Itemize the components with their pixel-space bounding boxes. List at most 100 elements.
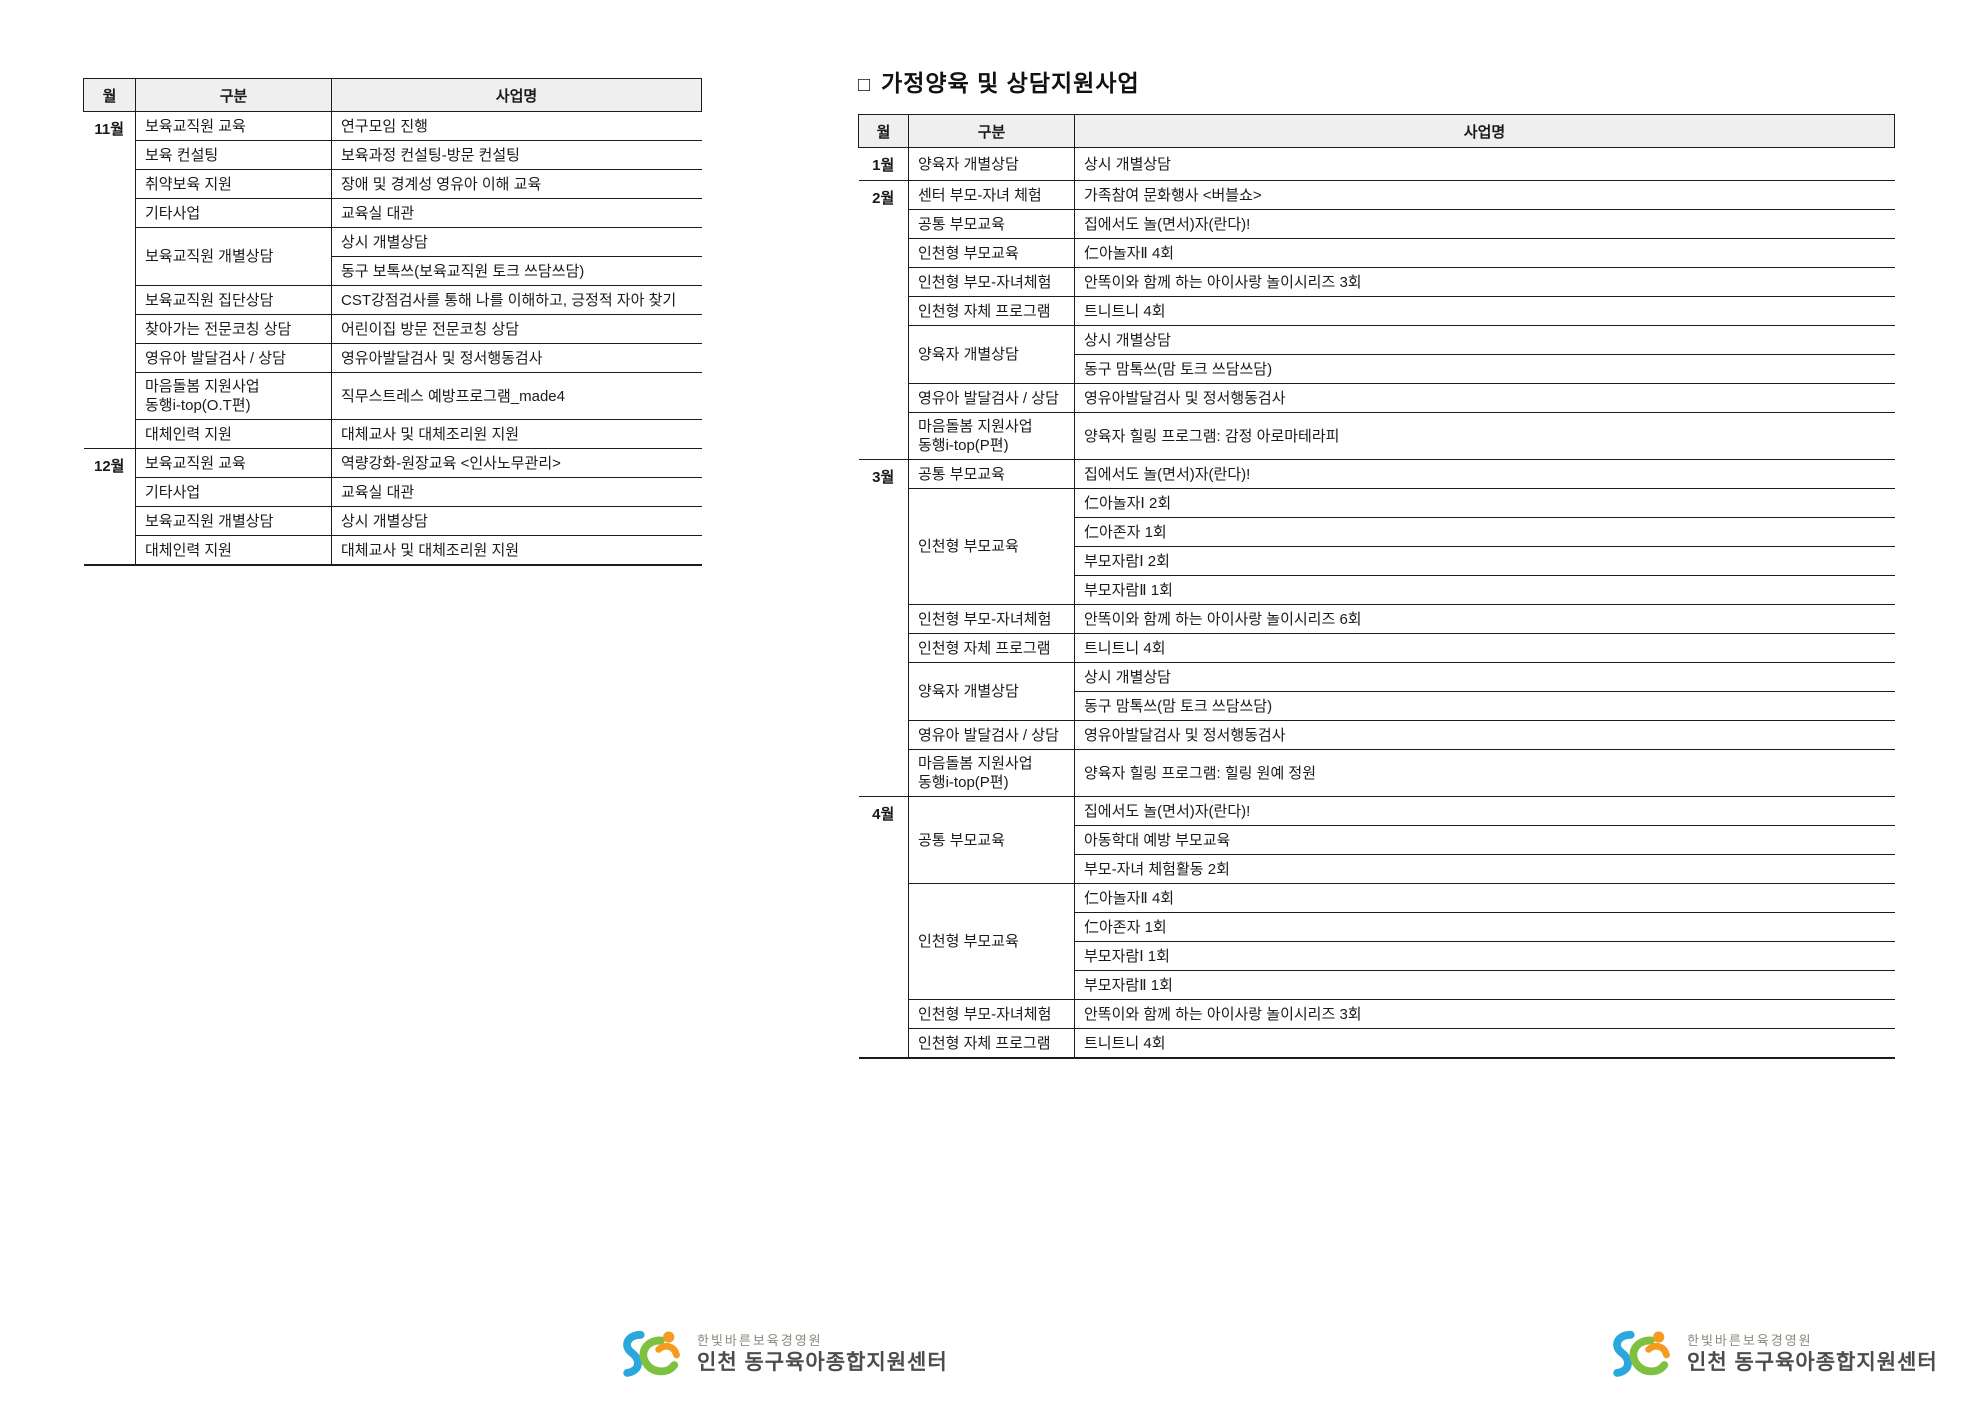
- table-row: 12월 보육교직원 교육 역량강화-원장교육 <인사노무관리>: [83, 448, 702, 566]
- table-row: 인천형 자체 프로그램 트니트니 4회: [859, 296, 1895, 326]
- org-parent-name: 한빛바른보육경영원: [697, 1333, 823, 1349]
- category-cell: 기타사업: [135, 198, 332, 228]
- org-parent-name: 한빛바른보육경영원: [1687, 1333, 1813, 1349]
- program-name-cell: 부모자람Ⅱ 1회: [1074, 575, 1895, 605]
- program-name-cell: 대체교사 및 대체조리원 지원: [331, 535, 702, 566]
- program-name-cell: 仁아놀자Ⅱ 4회: [1074, 238, 1895, 268]
- category-cell: 마음돌봄 지원사업 동행i-top(P편): [908, 749, 1075, 797]
- category-cell: 인천형 부모-자녀체험: [908, 604, 1075, 634]
- program-name-cell: 트니트니 4회: [1074, 1028, 1895, 1059]
- category-cell: 보육교직원 개별상담: [135, 227, 332, 286]
- month-cell: 3월: [858, 459, 909, 797]
- program-name-cell: 仁아놀자Ⅰ 2회: [1074, 488, 1895, 518]
- category-cell: 인천형 자체 프로그램: [908, 296, 1075, 326]
- month-cell: 12월: [83, 448, 136, 566]
- program-name-cell: CST강점검사를 통해 나를 이해하고, 긍정적 자아 찾기: [331, 285, 702, 315]
- column-header-program: 사업명: [331, 78, 702, 112]
- program-name-cell: 부모자람Ⅱ 1회: [1074, 970, 1895, 1000]
- category-cell: 인천형 부모교육: [908, 488, 1075, 605]
- section-title: □ 가정양육 및 상담지원사업: [858, 64, 1895, 98]
- table-row: 보육교직원 개별상담 상시 개별상담: [84, 506, 702, 536]
- program-name-cell: 가족참여 문화행사 <버블쇼>: [1074, 180, 1895, 210]
- section-title-text: 가정양육 및 상담지원사업: [881, 70, 1140, 96]
- category-cell: 보육교직원 교육: [135, 111, 332, 141]
- program-name-cell: 트니트니 4회: [1074, 296, 1895, 326]
- program-name-cell: 부모자람Ⅰ 2회: [1074, 546, 1895, 576]
- table-header-row: 월 구분 사업명: [858, 114, 1895, 148]
- table-row: 2월 센터 부모-자녀 체험 가족참여 문화행사 <버블쇼>: [858, 180, 1895, 460]
- table-row: 11월 보육교직원 교육 연구모임 진행: [83, 111, 702, 449]
- home-parenting-counseling-table: 월 구분 사업명 1월 양육자 개별상담 상시 개별상담 2월 센터 부모-자녀 체험 가…: [858, 114, 1895, 1059]
- month-cell: 2월: [858, 180, 909, 460]
- category-cell: 영유아 발달검사 / 상담: [135, 343, 332, 373]
- table-row: 대체인력 지원 대체교사 및 대체조리원 지원: [84, 419, 702, 449]
- program-name-cell: 상시 개별상담: [1074, 147, 1895, 181]
- category-cell: 영유아 발달검사 / 상담: [908, 383, 1075, 413]
- category-cell: 공통 부모교육: [908, 796, 1075, 884]
- table-row: 대체인력 지원 대체교사 및 대체조리원 지원: [84, 535, 702, 566]
- category-cell: 마음돌봄 지원사업 동행i-top(O.T편): [135, 372, 332, 420]
- category-cell: 대체인력 지원: [135, 419, 332, 449]
- program-name-cell: 트니트니 4회: [1074, 633, 1895, 663]
- table-row: 영유아 발달검사 / 상담 영유아발달검사 및 정서행동검사: [859, 720, 1895, 750]
- category-cell: 인천형 부모교육: [908, 238, 1075, 268]
- category-cell: 양육자 개별상담: [908, 147, 1075, 181]
- table-row: 부모자람Ⅱ 1회: [859, 575, 1895, 605]
- table-row: 마음돌봄 지원사업 동행i-top(P편) 양육자 힐링 프로그램: 힐링 원예 …: [859, 749, 1895, 797]
- table-row: 기타사업 교육실 대관: [84, 477, 702, 507]
- table-row: 仁아존자 1회: [859, 912, 1895, 942]
- table-row: 인천형 부모-자녀체험 안똑이와 함께 하는 아이사랑 놀이시리즈 6회: [859, 604, 1895, 634]
- program-name-cell: 仁아존자 1회: [1074, 912, 1895, 942]
- table-row: 찾아가는 전문코칭 상담 어린이집 방문 전문코칭 상담: [84, 314, 702, 344]
- childcare-staff-support-table-wrap: 월 구분 사업명 11월 보육교직원 교육 연구모임 진행 보육 컨설팅 보육과정 컨설…: [83, 78, 702, 566]
- column-header-category: 구분: [908, 114, 1075, 148]
- category-cell: 공통 부모교육: [908, 459, 1075, 489]
- month-cell: 11월: [83, 111, 136, 449]
- program-name-cell: 직무스트레스 예방프로그램_made4: [331, 372, 702, 420]
- program-name-cell: 보육과정 컨설팅-방문 컨설팅: [331, 140, 702, 170]
- category-cell: 보육 컨설팅: [135, 140, 332, 170]
- program-name-cell: 仁아놀자Ⅱ 4회: [1074, 883, 1895, 913]
- program-name-cell: 대체교사 및 대체조리원 지원: [331, 419, 702, 449]
- category-cell: 마음돌봄 지원사업 동행i-top(P편): [908, 412, 1075, 460]
- category-cell: 양육자 개별상담: [908, 662, 1075, 721]
- column-header-program: 사업명: [1074, 114, 1895, 148]
- program-name-cell: 역량강화-원장교육 <인사노무관리>: [331, 448, 702, 478]
- program-name-cell: 동구 맘톡쓰(맘 토크 쓰담쓰담): [1074, 691, 1895, 721]
- program-name-cell: 영유아발달검사 및 정서행동검사: [1074, 383, 1895, 413]
- childcare-staff-support-table: 월 구분 사업명 11월 보육교직원 교육 연구모임 진행 보육 컨설팅 보육과정 컨설…: [83, 78, 702, 566]
- table-row: 기타사업 교육실 대관: [84, 198, 702, 228]
- category-cell: 공통 부모교육: [908, 209, 1075, 239]
- org-center-name: 인천 동구육아종합지원센터: [1687, 1351, 1938, 1375]
- table-row: 인천형 자체 프로그램 트니트니 4회: [859, 1028, 1895, 1059]
- month-cell: 1월: [858, 147, 909, 181]
- table-row: 동구 맘톡쓰(맘 토크 쓰담쓰담): [859, 354, 1895, 384]
- table-row: 3월 공통 부모교육 집에서도 놀(면서)자(란다)!: [858, 459, 1895, 797]
- table-row: 영유아 발달검사 / 상담 영유아발달검사 및 정서행동검사: [84, 343, 702, 373]
- column-header-month: 월: [83, 78, 136, 112]
- table-row: 보육 컨설팅 보육과정 컨설팅-방문 컨설팅: [84, 140, 702, 170]
- program-name-cell: 영유아발달검사 및 정서행동검사: [1074, 720, 1895, 750]
- category-cell: 찾아가는 전문코칭 상담: [135, 314, 332, 344]
- program-name-cell: 아동학대 예방 부모교육: [1074, 825, 1895, 855]
- program-name-cell: 교육실 대관: [331, 477, 702, 507]
- column-header-month: 월: [858, 114, 909, 148]
- table-row: 부모자람Ⅰ 2회: [859, 546, 1895, 576]
- category-cell: 영유아 발달검사 / 상담: [908, 720, 1075, 750]
- program-name-cell: 집에서도 놀(면서)자(란다)!: [1074, 209, 1895, 239]
- table-row: 인천형 부모교육 仁아놀자Ⅱ 4회: [859, 238, 1895, 268]
- table-row: 인천형 부모교육 仁아놀자Ⅱ 4회: [859, 883, 1895, 1000]
- program-name-cell: 안똑이와 함께 하는 아이사랑 놀이시리즈 3회: [1074, 267, 1895, 297]
- category-cell: 보육교직원 개별상담: [135, 506, 332, 536]
- table-row: 공통 부모교육 집에서도 놀(면서)자(란다)!: [859, 209, 1895, 239]
- category-cell: 취약보육 지원: [135, 169, 332, 199]
- table-row: 마음돌봄 지원사업 동행i-top(P편) 양육자 힐링 프로그램: 감정 아로마…: [859, 412, 1895, 460]
- category-cell: 센터 부모-자녀 체험: [908, 180, 1075, 210]
- program-name-cell: 상시 개별상담: [1074, 662, 1895, 692]
- category-cell: 보육교직원 집단상담: [135, 285, 332, 315]
- program-name-cell: 부모자람Ⅰ 1회: [1074, 941, 1895, 971]
- table-row: 4월 공통 부모교육 집에서도 놀(면서)자(란다)!: [858, 796, 1895, 1059]
- org-center-name: 인천 동구육아종합지원센터: [697, 1351, 948, 1375]
- program-name-cell: 안똑이와 함께 하는 아이사랑 놀이시리즈 3회: [1074, 999, 1895, 1029]
- table-row: 아동학대 예방 부모교육: [859, 825, 1895, 855]
